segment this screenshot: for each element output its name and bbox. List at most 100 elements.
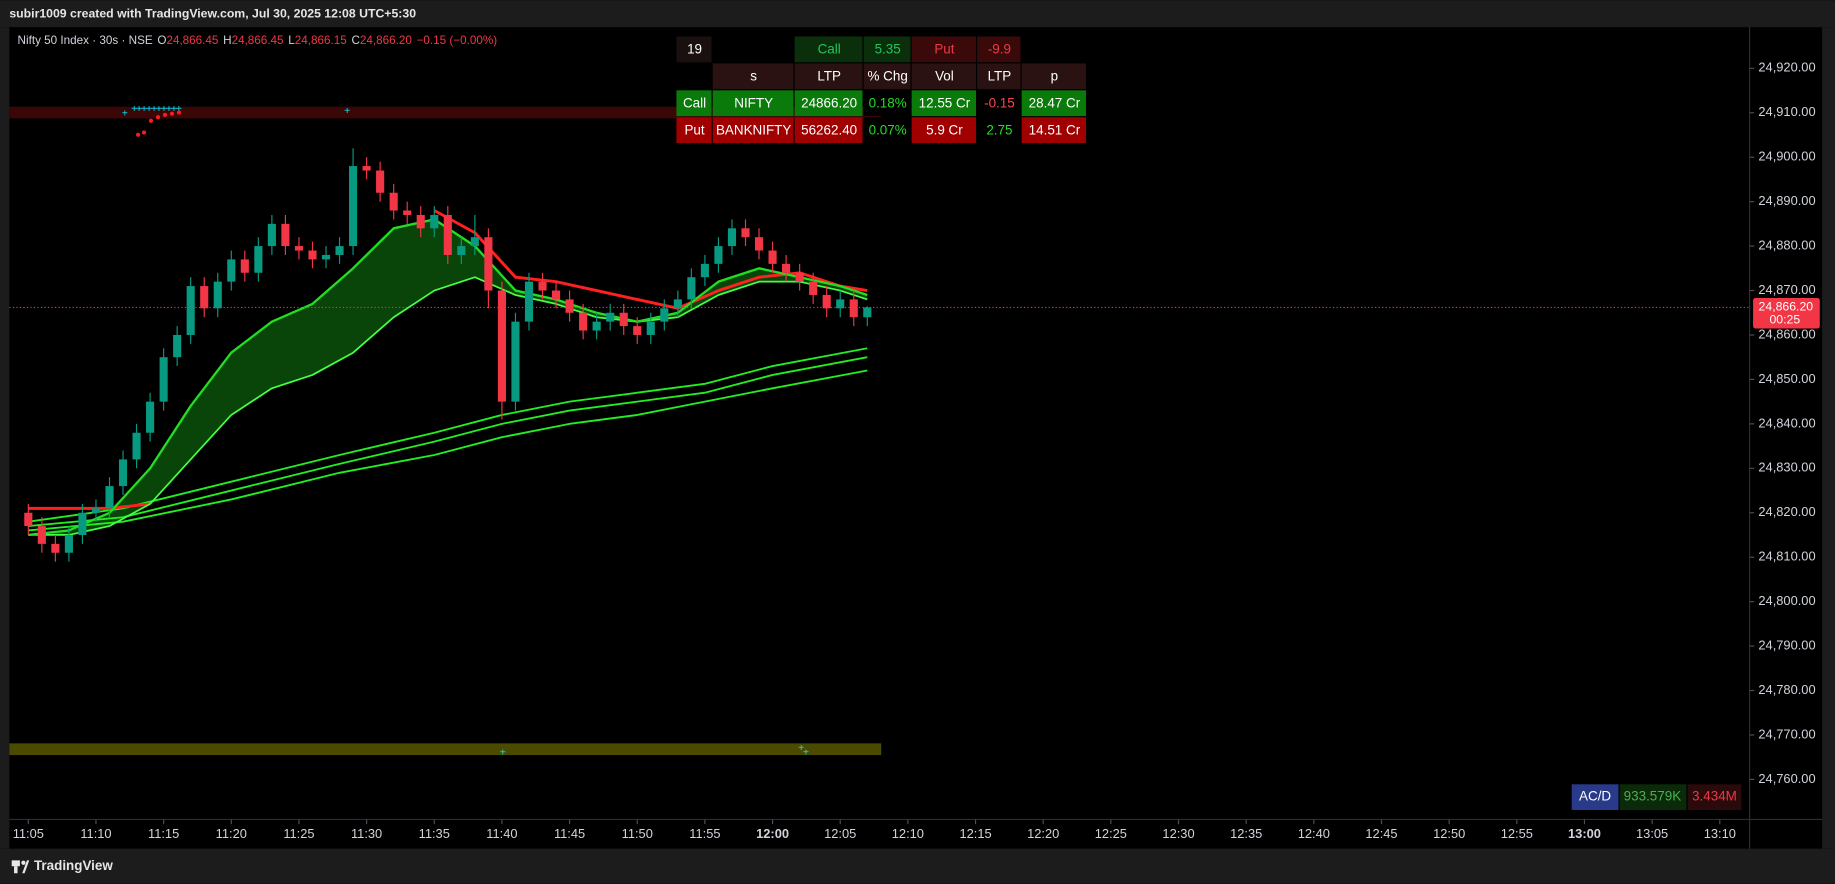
bottom-bar <box>0 848 1835 884</box>
candle-body <box>754 237 764 251</box>
table-cell <box>712 63 794 90</box>
table-cell <box>676 36 712 63</box>
candle-body <box>105 486 114 509</box>
candle <box>118 450 128 495</box>
table-cell <box>794 117 863 143</box>
x-tick-label: 12:45 <box>1365 826 1397 841</box>
marker <box>141 130 147 135</box>
brand-logo <box>11 860 30 874</box>
table-cell-text: 24866.20 <box>801 95 857 110</box>
signal-markers: + ++++++++++ + + + + <box>122 103 809 759</box>
candle <box>240 250 249 282</box>
candle <box>822 286 831 318</box>
candle <box>132 423 141 469</box>
table-cell <box>977 36 1021 63</box>
ohlc-key: H <box>223 34 231 47</box>
candle <box>836 290 845 318</box>
y-tick-label: 24,790.00 <box>1758 637 1815 652</box>
table-cell <box>712 117 794 143</box>
candle-body <box>416 214 425 229</box>
candle-body <box>118 459 128 487</box>
marker: + <box>344 105 350 117</box>
table-cell-text: LTP <box>817 68 841 83</box>
x-tick-label: 11:30 <box>351 826 382 841</box>
table-cell-text: % Chg <box>867 68 907 83</box>
x-tick-label: 13:05 <box>1636 826 1668 841</box>
candle <box>159 348 168 411</box>
ohlc-value: 24,866.20 <box>360 34 412 47</box>
marker <box>135 132 141 137</box>
candle <box>186 277 195 344</box>
candle <box>863 306 872 327</box>
candle <box>51 534 60 562</box>
candle-body <box>349 166 358 247</box>
ohlc-key: C <box>351 34 359 47</box>
marker <box>169 111 175 116</box>
candle-body <box>782 263 791 273</box>
candle-body <box>376 170 385 193</box>
candle <box>91 499 101 522</box>
candle <box>700 254 709 287</box>
ohlc-value: 24,866.45 <box>166 34 218 47</box>
candle <box>470 214 479 255</box>
table-cell <box>911 117 977 143</box>
table-cell <box>1021 90 1087 117</box>
candle-body <box>836 299 845 309</box>
candle-body <box>687 277 696 300</box>
table-cell-text: 28.47 Cr <box>1029 95 1081 110</box>
y-tick-label: 24,880.00 <box>1758 237 1815 252</box>
candle-body <box>200 286 209 309</box>
candle <box>457 237 466 264</box>
y-tick-label: 24,920.00 <box>1758 60 1815 75</box>
candle-body <box>619 312 628 327</box>
indicator-line <box>28 356 868 527</box>
table-cell-text: 12.55 Cr <box>919 95 971 110</box>
ohlc-key: L <box>288 34 295 47</box>
table-cell-text: Put <box>684 122 704 137</box>
logo-part <box>14 866 18 874</box>
candle <box>321 246 331 269</box>
table-cell <box>863 36 911 63</box>
candle <box>714 237 723 273</box>
candle <box>430 206 439 238</box>
candle <box>606 303 615 331</box>
candle-body <box>673 299 682 309</box>
candle-body <box>430 214 439 229</box>
indicator-line <box>28 218 868 537</box>
candle-body <box>362 166 371 171</box>
candle <box>754 228 764 260</box>
table-cell <box>863 117 911 143</box>
candle-body <box>646 321 655 335</box>
marker: + <box>798 742 804 754</box>
marker: + <box>122 108 128 120</box>
candle <box>64 526 73 562</box>
marker <box>148 118 154 123</box>
y-tick-label: 24,770.00 <box>1758 726 1815 741</box>
y-tick-label: 24,800.00 <box>1758 593 1815 608</box>
brand: TradingView <box>34 858 113 873</box>
table-cell-text: 0.07% <box>869 122 907 137</box>
candle-body <box>173 334 182 358</box>
candle-body <box>606 312 615 322</box>
candle-body <box>146 401 155 433</box>
candle-body <box>795 272 804 282</box>
candle <box>795 263 804 291</box>
table-cell-text: Put <box>934 42 954 57</box>
x-tick-label: 12:05 <box>824 826 856 841</box>
top-bar <box>0 0 1835 28</box>
candle <box>376 161 385 202</box>
candle-body <box>863 307 872 318</box>
candle <box>105 477 114 518</box>
zone-band <box>9 106 882 119</box>
candle <box>741 219 750 247</box>
candle-body <box>91 508 101 513</box>
table-cell <box>676 90 712 117</box>
legend: Nifty 50 Index · 30s · NSE O24,866.45 H24,… <box>18 34 498 47</box>
candle <box>24 503 33 535</box>
candle <box>403 201 412 224</box>
marker <box>162 112 168 118</box>
candle <box>660 299 669 331</box>
candle-body <box>592 321 601 331</box>
